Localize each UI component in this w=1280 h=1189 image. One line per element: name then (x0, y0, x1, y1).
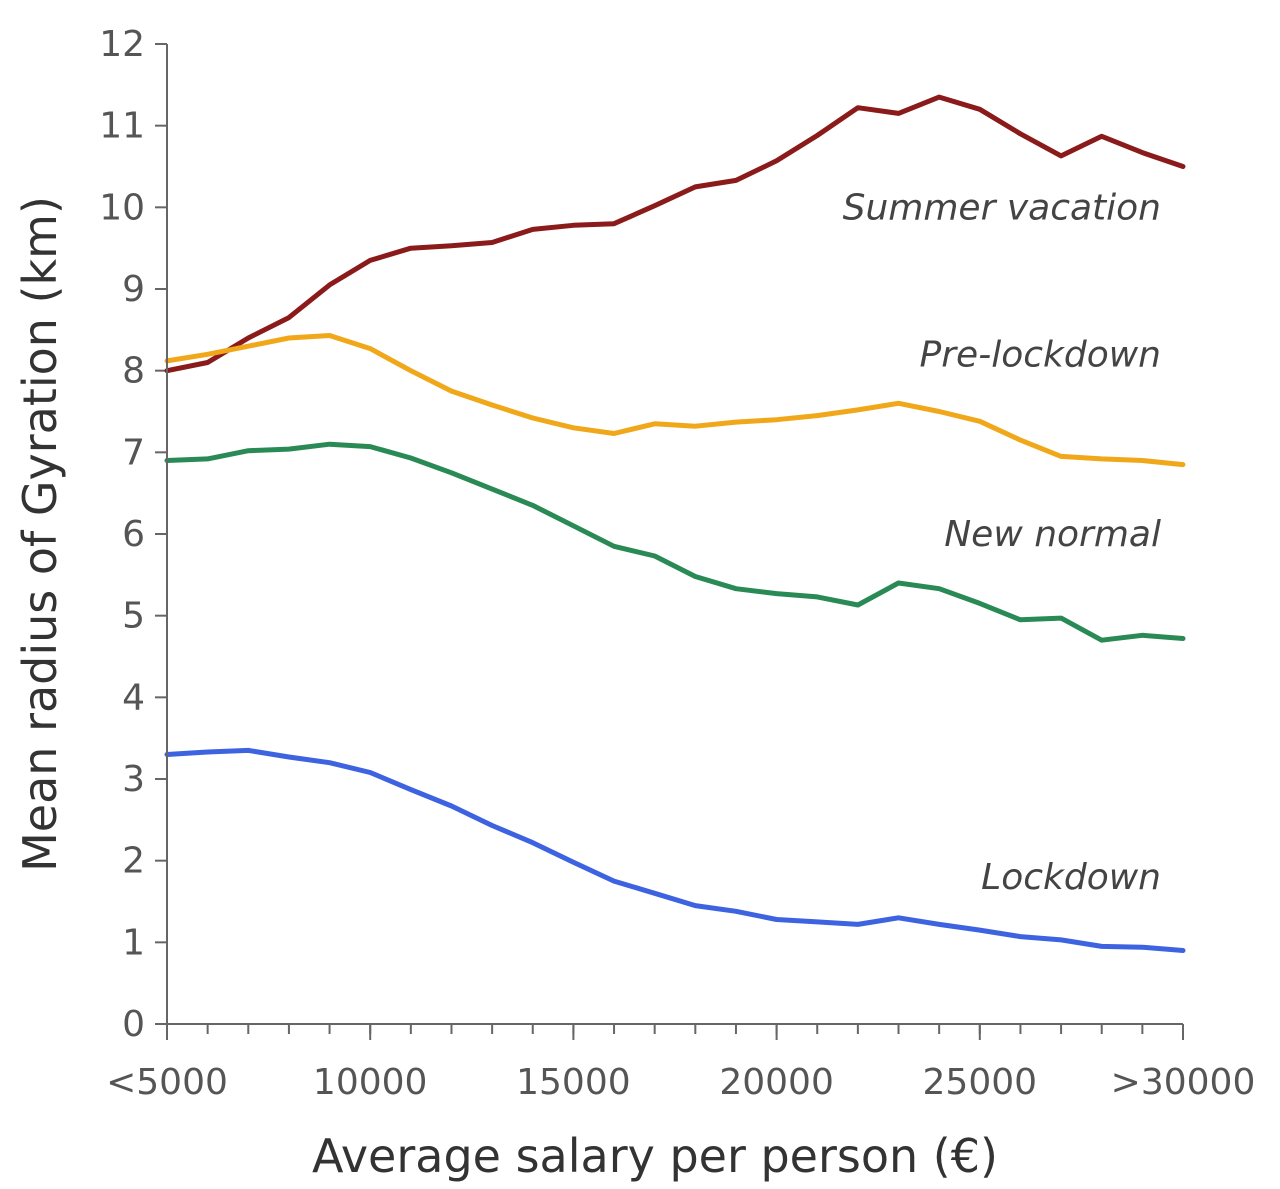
x-tick-label: 20000 (719, 1062, 834, 1103)
series-label-lockdown: Lockdown (981, 857, 1161, 898)
series-label-new-normal: New normal (944, 514, 1161, 555)
x-axis-title: Average salary per person (€) (312, 1129, 998, 1183)
y-tick-label: 7 (122, 432, 145, 473)
x-tick-label: 15000 (516, 1062, 631, 1103)
x-tick-label: >30000 (1111, 1062, 1256, 1103)
y-tick-label: 8 (122, 351, 145, 392)
series-line-new-normal (164, 441, 1186, 643)
y-tick-label: 9 (122, 269, 145, 310)
y-axis-title: Mean radius of Gyration (km) (13, 196, 67, 872)
plot-axes (166, 44, 1183, 1025)
y-tick-label: 1 (122, 922, 145, 963)
y-tick-label: 12 (99, 24, 145, 65)
series-line-lockdown (164, 747, 1186, 953)
series-lines (164, 94, 1186, 953)
x-tick-label: 25000 (923, 1062, 1038, 1103)
x-tick-label: <5000 (106, 1062, 228, 1103)
x-tick-label: 10000 (313, 1062, 428, 1103)
y-tick-label: 3 (122, 759, 145, 800)
x-axis-ticks: <5000 10000 15000 20000 25000 >30000 (106, 1024, 1255, 1103)
series-label-summer-vacation: Summer vacation (843, 187, 1161, 228)
y-tick-label: 10 (99, 187, 145, 228)
series-line-pre-lockdown (164, 333, 1186, 468)
series-label-pre-lockdown: Pre-lockdown (920, 334, 1161, 375)
series-line-summer-vacation (164, 94, 1186, 374)
y-tick-label: 6 (122, 514, 145, 555)
series-labels: Summer vacation Pre-lockdown New normal Loc… (843, 187, 1161, 898)
y-tick-label: 0 (122, 1004, 145, 1045)
y-tick-label: 11 (99, 106, 145, 147)
y-tick-label: 5 (122, 596, 145, 637)
y-tick-label: 4 (122, 677, 145, 718)
y-tick-label: 2 (122, 841, 145, 882)
